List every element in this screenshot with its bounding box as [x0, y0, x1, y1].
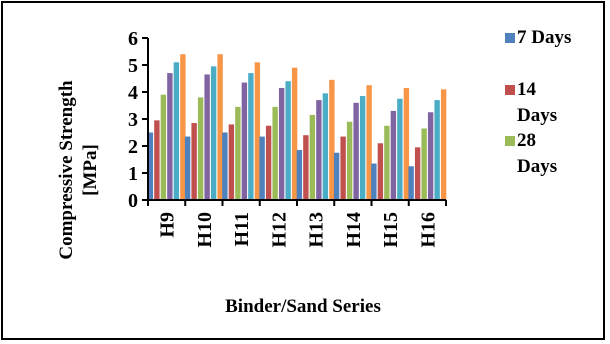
bar-h9-series-1 — [147, 132, 154, 200]
x-tick-label-h11: H11 — [231, 212, 253, 246]
bar-h14-series-4 — [353, 102, 359, 200]
bar-h15-series-4 — [390, 110, 397, 200]
bar-h14-series-1 — [333, 152, 340, 200]
bar-h14-series-5 — [359, 96, 366, 200]
bar-h15-series-1 — [371, 163, 377, 200]
bar-h12-series-4 — [278, 87, 285, 200]
bar-h14-series-3 — [346, 121, 353, 200]
bar-h12-series-3 — [272, 106, 278, 200]
bar-h11-series-1 — [222, 132, 228, 200]
bar-h13-series-6 — [329, 79, 335, 200]
bar-h11-series-5 — [248, 73, 254, 200]
bar-h15-series-5 — [397, 98, 403, 200]
bar-h13-series-2 — [303, 135, 309, 200]
bar-h10-series-6 — [217, 54, 223, 201]
bar-h12-series-1 — [259, 136, 265, 200]
bar-h10-series-3 — [197, 97, 204, 200]
y-axis-title-line-1: Compressive Strength — [56, 80, 77, 260]
bar-h16-series-6 — [440, 89, 447, 200]
y-axis-title: Compressive Strength [MPa] — [56, 80, 101, 260]
bar-h13-series-4 — [316, 100, 322, 200]
x-axis-title: Binder/Sand Series — [225, 296, 381, 317]
bar-h16-series-2 — [414, 147, 421, 200]
bar-h9-series-5 — [173, 62, 180, 200]
bar-h12-series-6 — [291, 67, 298, 200]
y-tick-label: 0 — [128, 190, 138, 212]
bar-h16-series-5 — [434, 100, 440, 200]
bar-h15-series-2 — [377, 143, 384, 200]
y-tick-label: 4 — [128, 82, 138, 104]
bar-h16-series-3 — [421, 128, 427, 200]
y-tick-label: 6 — [128, 28, 138, 50]
bar-h14-series-2 — [340, 136, 346, 200]
bar-h14-series-6 — [366, 85, 372, 200]
bars-group — [147, 54, 447, 201]
chart-frame — [1, 1, 605, 340]
bar-h10-series-5 — [210, 66, 217, 200]
y-tick-label: 3 — [128, 109, 138, 131]
bar-h9-series-2 — [154, 120, 160, 200]
y-axis-title-line-2: [MPa] — [80, 144, 101, 196]
bar-h12-series-5 — [285, 81, 291, 200]
bar-h10-series-4 — [204, 74, 210, 200]
bar-h9-series-4 — [167, 73, 173, 200]
bar-h15-series-3 — [384, 125, 390, 200]
x-tick-label-h15: H15 — [380, 212, 402, 248]
bar-h15-series-6 — [403, 87, 410, 200]
bar-h10-series-2 — [191, 123, 197, 200]
bar-h10-series-1 — [184, 136, 191, 200]
bar-h16-series-4 — [427, 112, 434, 200]
bar-h13-series-5 — [322, 93, 329, 200]
y-tick-label: 2 — [128, 136, 138, 158]
y-tick-label: 1 — [128, 163, 138, 185]
x-tick-label-h10: H10 — [194, 212, 216, 248]
y-ticks-group: 0 1 2 3 4 5 6 — [128, 28, 148, 212]
bar-h11-series-3 — [235, 106, 241, 200]
x-tick-label-h12: H12 — [268, 212, 290, 248]
x-tick-label-h16: H16 — [417, 212, 439, 248]
bar-h13-series-3 — [309, 114, 316, 200]
bar-h13-series-1 — [296, 150, 303, 200]
bar-h11-series-2 — [228, 124, 235, 200]
bar-h9-series-3 — [160, 94, 167, 200]
bar-h9-series-6 — [180, 54, 186, 201]
bar-h11-series-4 — [241, 82, 248, 200]
y-tick-label: 5 — [128, 55, 138, 77]
bar-h11-series-6 — [254, 62, 261, 200]
bar-h12-series-2 — [265, 125, 272, 200]
x-tick-label-h14: H14 — [343, 212, 365, 248]
x-tick-label-h13: H13 — [306, 212, 328, 248]
x-tick-label-h9: H9 — [157, 212, 179, 238]
x-ticks-group: H9 H10 H11 H12 H13 H14 H15 H16 — [147, 200, 447, 248]
bar-h16-series-1 — [408, 166, 414, 200]
